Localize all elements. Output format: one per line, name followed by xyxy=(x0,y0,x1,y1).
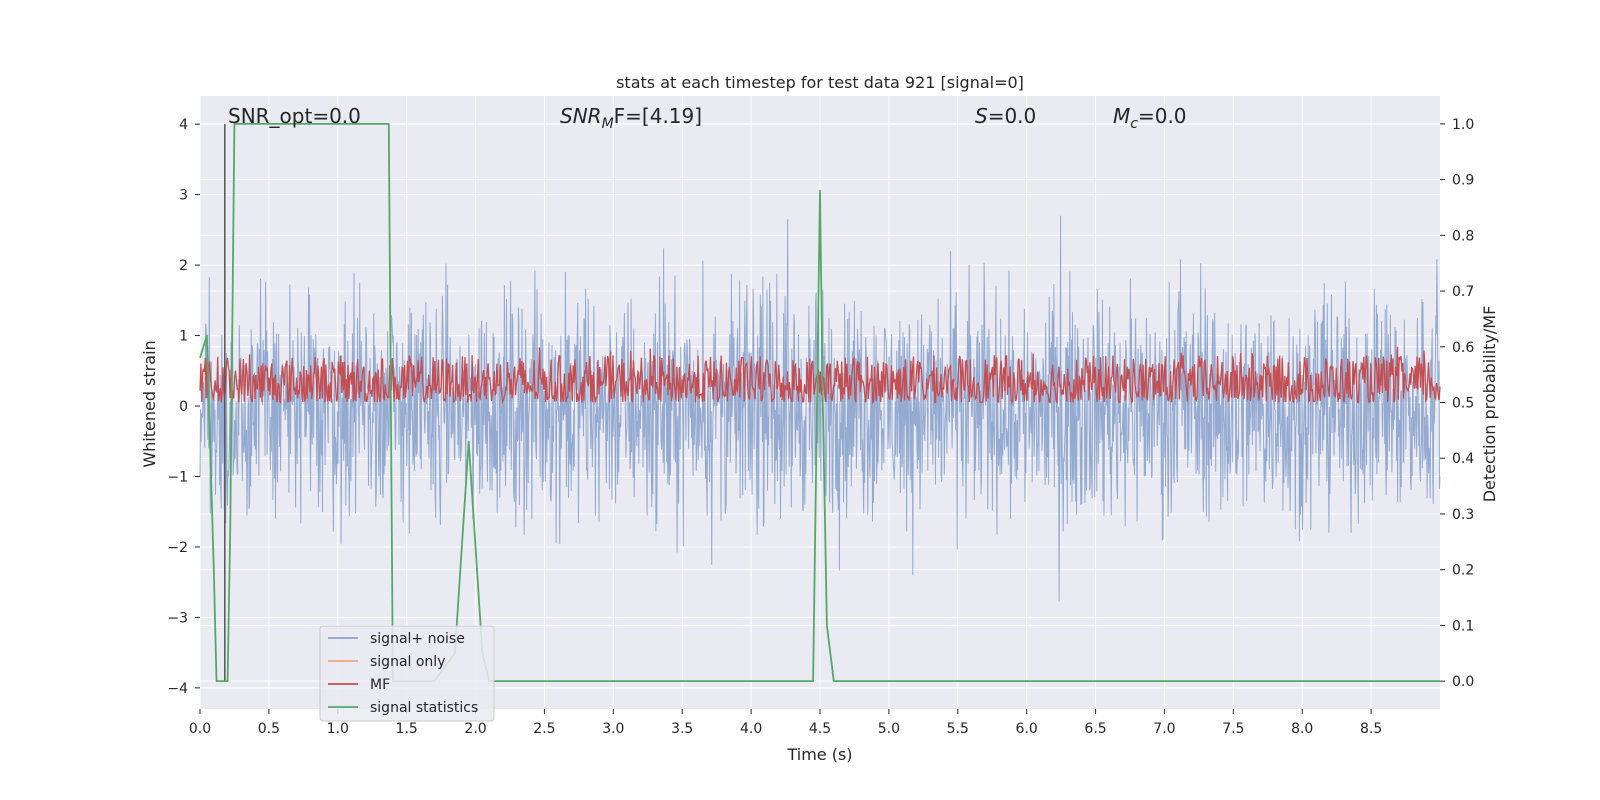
x-tick-label: 8.5 xyxy=(1360,721,1382,737)
annotation-s-val: =0.0 xyxy=(988,104,1037,128)
x-tick-label: 5.0 xyxy=(878,721,900,737)
x-tick-label: 0.0 xyxy=(189,721,211,737)
annotation-mc-sub: c xyxy=(1130,116,1138,132)
y-right-tick-label: 0.4 xyxy=(1452,451,1474,467)
x-tick-label: 4.0 xyxy=(740,721,762,737)
y-tick-label: −4 xyxy=(167,681,188,697)
y-right-tick-label: 0.1 xyxy=(1452,618,1474,634)
annotation-mc: Mc=0.0 xyxy=(1113,104,1187,132)
x-tick-label: 5.5 xyxy=(947,721,969,737)
y-tick-label: 0 xyxy=(179,399,188,415)
y-tick-label: −2 xyxy=(167,540,188,556)
x-tick-label: 6.5 xyxy=(1084,721,1106,737)
y-right-tick-label: 0.7 xyxy=(1452,284,1474,300)
y-right-tick-label: 0.3 xyxy=(1452,507,1474,523)
y-right-tick-label: 0.9 xyxy=(1452,173,1474,189)
y-tick-label: −1 xyxy=(167,469,188,485)
x-tick-label: 7.0 xyxy=(1153,721,1175,737)
y-tick-label: 1 xyxy=(179,329,188,345)
y-tick-label: 2 xyxy=(179,258,188,274)
mf-trace xyxy=(199,346,1441,405)
annotation-s-var: S xyxy=(975,104,988,128)
legend-label-mf: MF xyxy=(370,677,390,693)
x-tick-label: 2.5 xyxy=(533,721,555,737)
annotation-s: S=0.0 xyxy=(975,104,1036,128)
annotation-mc-main: M xyxy=(1113,104,1130,128)
x-tick-label: 8.0 xyxy=(1291,721,1313,737)
y-axis-ticks: −4 −3 −2 −1 0 1 2 3 4 xyxy=(167,117,200,697)
annotation-mc-val: =0.0 xyxy=(1138,104,1187,128)
legend-box xyxy=(319,625,495,722)
x-tick-label: 7.5 xyxy=(1222,721,1244,737)
annotation-snr-opt: SNR_opt=0.0 xyxy=(228,104,361,128)
y-axis-right-ticks: 0.0 0.1 0.2 0.3 0.4 0.5 0.6 0.7 0.8 0.9 1.0 xyxy=(1440,117,1474,690)
x-tick-label: 0.5 xyxy=(258,721,280,737)
annotation-snr-mf-main: SNR xyxy=(560,104,602,128)
y-right-tick-label: 0.2 xyxy=(1452,563,1474,579)
legend-label-prob: signal statistics xyxy=(370,700,478,716)
annotation-snr-mf: SNRMF=[4.19] xyxy=(560,104,702,132)
annotation-snr-mf-rest: F=[4.19] xyxy=(614,104,702,128)
x-tick-label: 1.5 xyxy=(396,721,418,737)
y-axis-label: Whitened strain xyxy=(140,340,159,467)
annotation-snr-mf-sub: M xyxy=(602,116,614,132)
y-tick-label: −3 xyxy=(167,610,188,626)
y-axis-right-label: Detection probability/MF xyxy=(1480,306,1499,503)
y-right-tick-label: 0.0 xyxy=(1452,674,1474,690)
x-tick-label: 6.0 xyxy=(1016,721,1038,737)
x-axis-ticks: 0.0 0.5 1.0 1.5 2.0 2.5 3.0 3.5 4.0 4.5 5.0 5.5 6.0 6… xyxy=(189,709,1382,737)
mf-series xyxy=(199,346,1441,405)
y-right-tick-label: 1.0 xyxy=(1452,117,1474,133)
x-tick-label: 1.0 xyxy=(327,721,349,737)
x-tick-label: 2.0 xyxy=(464,721,486,737)
y-tick-label: 3 xyxy=(179,188,188,204)
x-axis-label: Time (s) xyxy=(786,745,852,764)
y-right-tick-label: 0.8 xyxy=(1452,228,1474,244)
x-tick-label: 3.0 xyxy=(602,721,624,737)
legend-label-signal: signal only xyxy=(370,654,445,670)
x-tick-label: 4.5 xyxy=(809,721,831,737)
y-right-tick-label: 0.6 xyxy=(1452,340,1474,356)
y-tick-label: 4 xyxy=(179,117,188,133)
chart-title: stats at each timestep for test data 921… xyxy=(616,73,1024,92)
legend: signal+ noise signal only MF signal stat… xyxy=(319,625,495,722)
y-right-tick-label: 0.5 xyxy=(1452,396,1474,412)
x-tick-label: 3.5 xyxy=(671,721,693,737)
legend-label-noise: signal+ noise xyxy=(370,631,465,647)
